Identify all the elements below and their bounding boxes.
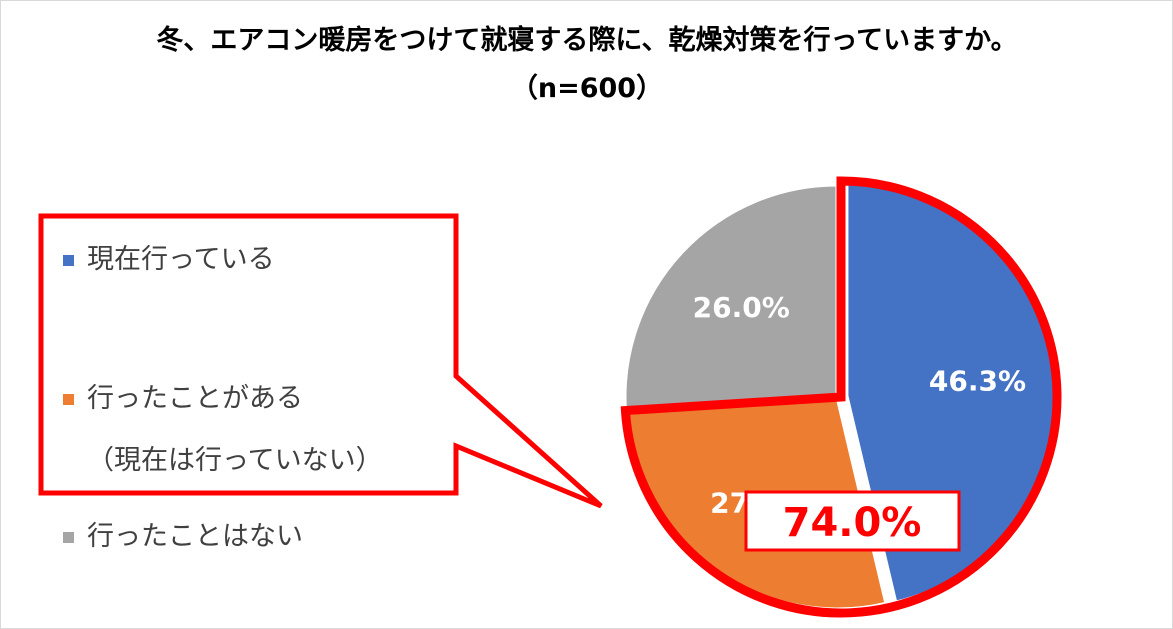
legend-label: 現在行っている [87, 244, 275, 275]
legend-swatch [63, 532, 74, 543]
legend-label: 行ったことがある （現在は行っていない） [87, 383, 383, 476]
legend-label: 行ったことはない [87, 521, 303, 552]
pie-slice [623, 183, 839, 412]
annotation-box [744, 490, 961, 552]
data-label: 46.3% [929, 365, 1026, 398]
chart-subtitle: （n=600） [511, 73, 663, 104]
legend-callout [38, 213, 603, 509]
annotation: 74.0% [783, 500, 922, 546]
highlight-outline [620, 176, 1062, 618]
data-label: 26.0% [693, 291, 790, 324]
chart-title: 冬、エアコン暖房をつけて就寝する際に、乾燥対策を行っていますか。 [156, 24, 1017, 56]
legend-swatch [63, 394, 74, 405]
legend-swatch [63, 255, 74, 266]
pie: 46.3%27.7%26.0%74.0% [620, 176, 1062, 618]
